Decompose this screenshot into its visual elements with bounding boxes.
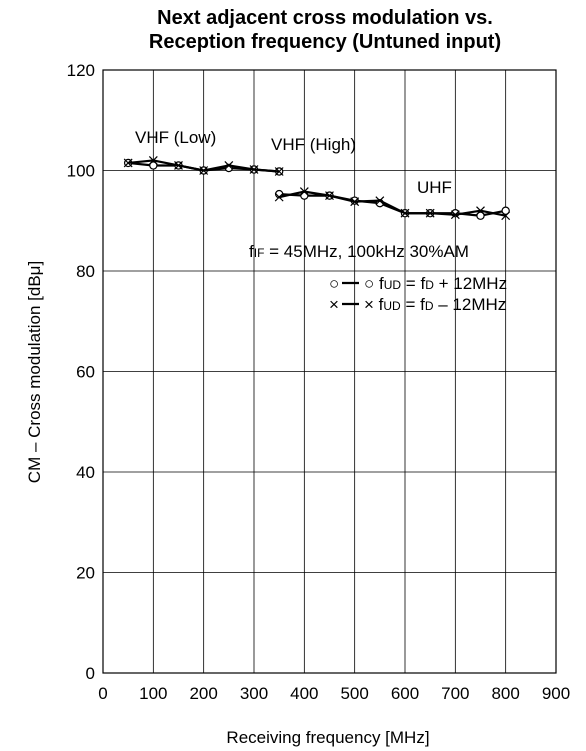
cross-stroke	[249, 165, 259, 174]
text-part: f	[379, 274, 384, 293]
y-tick-label: 20	[76, 564, 95, 583]
data-point-cross	[325, 191, 334, 201]
cross-stroke	[350, 197, 360, 207]
cross-stroke	[224, 161, 234, 170]
cross-stroke	[425, 208, 435, 218]
y-tick-label: 60	[76, 363, 95, 382]
data-point-cross	[299, 187, 309, 197]
cross-stroke	[476, 206, 485, 216]
text-part: ○	[364, 274, 379, 293]
cross-stroke	[400, 208, 410, 218]
x-tick-label: 100	[139, 684, 167, 703]
x-tick-label: 700	[441, 684, 469, 703]
data-point-cross	[199, 166, 209, 175]
data-point-cross	[274, 192, 284, 202]
cross-stroke	[299, 187, 309, 197]
x-axis-label: Receiving frequency [MHz]	[226, 728, 429, 747]
data-point-circle	[149, 161, 158, 170]
subscript: D	[425, 299, 434, 313]
text-part: = f	[401, 295, 425, 314]
y-tick-labels: 0 20 40 60 80 100 120	[67, 61, 95, 683]
data-point-cross	[400, 208, 410, 218]
text-part: ○	[329, 274, 339, 293]
text-part: ×	[329, 295, 339, 314]
cross-stroke	[501, 211, 511, 221]
data-point-cross	[476, 206, 485, 216]
data-point-cross	[274, 167, 284, 176]
legend: ○ ○ fUD = fD + 12MHz× × fUD = fD – 12MHz	[329, 274, 507, 314]
x-tick-label: 600	[391, 684, 419, 703]
y-axis-label: CM – Cross modulation [dBμ]	[25, 261, 44, 483]
chart-title-line-1: Next adjacent cross modulation vs.	[157, 7, 493, 29]
cross-stroke	[274, 192, 284, 202]
plot-frame	[102, 69, 557, 674]
legend-item: ×	[329, 295, 339, 314]
data-point-cross	[224, 161, 234, 170]
x-tick-label: 500	[340, 684, 368, 703]
grid	[102, 69, 557, 674]
subscript: UD	[383, 299, 401, 313]
text-part: f	[249, 242, 254, 261]
legend-label: × fUD = fD – 12MHz	[364, 295, 506, 314]
annotation-vhf-high: VHF (High)	[271, 135, 356, 154]
y-tick-label: 40	[76, 463, 95, 482]
y-tick-label: 0	[86, 664, 95, 683]
series-line	[279, 193, 506, 217]
data-point-cross	[249, 165, 259, 174]
text-part: = f	[401, 274, 425, 293]
y-tick-label: 100	[67, 162, 95, 181]
data-point-circle	[476, 211, 485, 220]
subscript: D	[425, 278, 434, 292]
cross-stroke	[450, 210, 460, 220]
x-tick-labels: 0 100 200 300 400 500 600 700 800 900	[98, 684, 570, 703]
series-line	[278, 190, 506, 217]
data-point-cross	[425, 208, 435, 218]
series-layer	[123, 156, 511, 221]
data-point-cross	[375, 196, 385, 206]
y-tick-label: 80	[76, 262, 95, 281]
cross-stroke	[148, 156, 158, 165]
data-point-cross	[350, 197, 360, 207]
x-tick-label: 300	[240, 684, 268, 703]
x-tick-label: 400	[290, 684, 318, 703]
x-tick-label: 800	[491, 684, 519, 703]
subscript: IF	[254, 246, 265, 260]
data-point-circle	[501, 206, 510, 215]
data-point-cross	[501, 211, 511, 221]
text-part: – 12MHz	[434, 295, 507, 314]
text-part: = 45MHz, 100kHz 30%AM	[264, 242, 469, 261]
legend-label: ○ fUD = fD + 12MHz	[364, 274, 507, 293]
cross-stroke	[274, 167, 284, 176]
data-point-cross	[450, 210, 460, 220]
chart-title-line-2: Reception frequency (Untuned input)	[148, 31, 502, 53]
x-tick-label: 200	[189, 684, 217, 703]
subscript: UD	[384, 278, 402, 292]
cross-stroke	[375, 196, 385, 206]
cross-stroke	[123, 158, 133, 168]
text-part: ×	[364, 295, 379, 314]
legend-item: ○	[329, 274, 339, 293]
y-tick-label: 120	[67, 61, 95, 80]
x-tick-label: 0	[98, 684, 107, 703]
data-point-cross	[123, 158, 133, 168]
annotation-conditions: fIF = 45MHz, 100kHz 30%AM	[249, 242, 469, 261]
text-part: f	[379, 295, 384, 314]
x-tick-label: 900	[542, 684, 570, 703]
data-point-cross	[174, 161, 183, 170]
data-point-cross	[148, 156, 158, 165]
annotation-vhf-low: VHF (Low)	[135, 128, 216, 147]
annotation-uhf: UHF	[417, 178, 452, 197]
cross-stroke	[199, 166, 209, 175]
cross-stroke	[325, 191, 334, 201]
text-part: + 12MHz	[434, 274, 507, 293]
cross-stroke	[174, 161, 183, 170]
